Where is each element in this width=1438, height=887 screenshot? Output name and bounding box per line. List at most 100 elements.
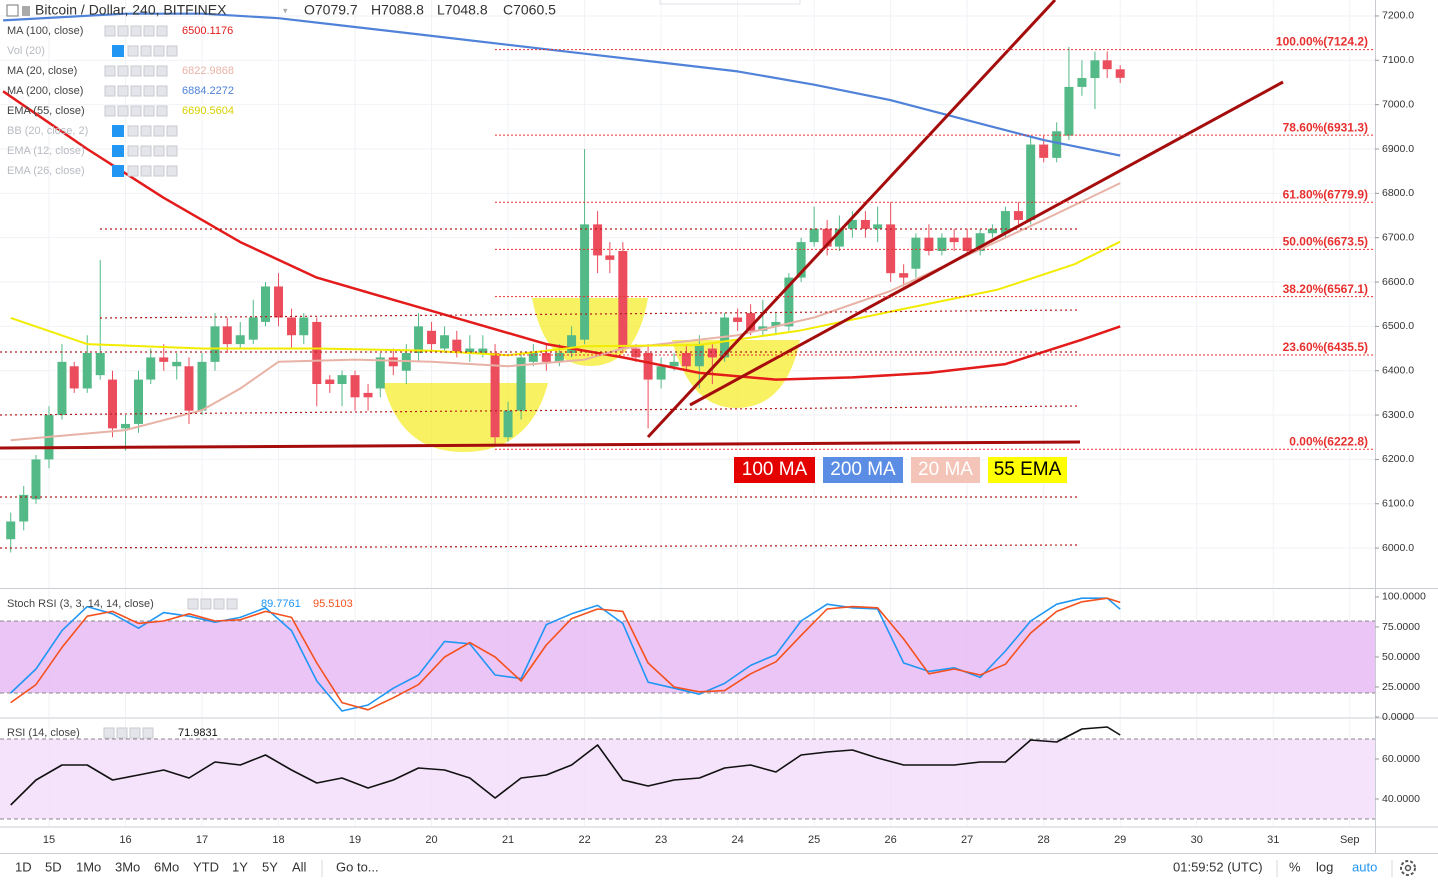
x-tick-label: 28 bbox=[1038, 834, 1050, 846]
candle-body bbox=[31, 459, 41, 500]
legend-icon bbox=[153, 145, 165, 157]
legend-icon bbox=[166, 165, 178, 177]
candle-body bbox=[746, 313, 756, 331]
candle-body bbox=[554, 352, 564, 362]
candle-body bbox=[1077, 78, 1087, 87]
candle-body bbox=[809, 228, 819, 243]
goto-button[interactable]: Go to... bbox=[336, 859, 379, 874]
ohlc-close: C7060.5 bbox=[503, 2, 556, 18]
range-button[interactable]: 1D bbox=[15, 859, 32, 874]
candle-body bbox=[248, 317, 258, 340]
fib-label: 23.60%(6435.5) bbox=[1283, 340, 1368, 354]
x-tick-label: 31 bbox=[1267, 834, 1279, 846]
range-button[interactable]: 5D bbox=[45, 859, 62, 874]
candle-body bbox=[261, 286, 271, 322]
fib-label: 78.60%(6931.3) bbox=[1283, 120, 1368, 134]
x-tick-label: 24 bbox=[731, 834, 743, 846]
indicator-line bbox=[10, 597, 1121, 711]
indicator-name: MA (20, close) bbox=[7, 65, 77, 77]
visibility-toggle[interactable] bbox=[112, 165, 124, 177]
x-tick-label: 23 bbox=[655, 834, 667, 846]
level-line bbox=[99, 309, 1081, 319]
candle-body bbox=[184, 366, 194, 411]
legend-icon bbox=[127, 165, 139, 177]
log-toggle[interactable]: log bbox=[1316, 859, 1333, 874]
range-button[interactable]: 1Mo bbox=[76, 859, 101, 874]
percent-toggle[interactable]: % bbox=[1289, 859, 1301, 874]
y-tick-label: 7200.0 bbox=[1382, 10, 1414, 22]
legend-icon bbox=[117, 85, 129, 97]
y-tick-label: 6900.0 bbox=[1382, 143, 1414, 155]
legend-icon bbox=[153, 165, 165, 177]
symbol-title: Bitcoin / Dollar, 240, BITFINEX bbox=[35, 2, 227, 18]
indicator-value: 6500.1176 bbox=[182, 25, 233, 37]
visibility-toggle[interactable] bbox=[112, 45, 124, 57]
range-button[interactable]: 5Y bbox=[262, 859, 278, 874]
candle-body bbox=[911, 237, 921, 269]
symbol-icon bbox=[22, 6, 30, 16]
candle-body bbox=[427, 330, 437, 345]
y-tick-label: 6600.0 bbox=[1382, 276, 1414, 288]
fib-label: 100.00%(7124.2) bbox=[1276, 35, 1368, 49]
range-button[interactable]: YTD bbox=[193, 859, 219, 874]
candle-body bbox=[886, 224, 896, 274]
candle-body bbox=[784, 277, 794, 327]
legend-icon bbox=[130, 25, 142, 37]
legend-icon bbox=[187, 598, 199, 610]
candle-body bbox=[1102, 60, 1112, 70]
y-tick-label: 7000.0 bbox=[1382, 98, 1414, 110]
ohlc-high: H7088.8 bbox=[371, 2, 424, 18]
candle-body bbox=[618, 250, 628, 349]
drawings-over: 100.00%(7124.2) 78.60%(6931.3) 61.80%(6779… bbox=[0, 0, 1375, 549]
candle-body bbox=[146, 357, 156, 380]
x-tick-label: 29 bbox=[1114, 834, 1126, 846]
legend-icon bbox=[117, 25, 129, 37]
y-tick-label: 6700.0 bbox=[1382, 231, 1414, 243]
visibility-toggle[interactable] bbox=[112, 125, 124, 137]
candle-body bbox=[707, 348, 717, 358]
candle-body bbox=[465, 348, 475, 353]
indicator-line bbox=[10, 240, 1121, 357]
label-text: 100 MA bbox=[742, 459, 808, 480]
candle-body bbox=[681, 352, 691, 367]
range-button[interactable]: 6Mo bbox=[154, 859, 179, 874]
range-button[interactable]: 1Y bbox=[232, 859, 248, 874]
candle-body bbox=[975, 233, 985, 251]
level-line bbox=[0, 544, 1081, 549]
legend-icon bbox=[166, 45, 178, 57]
candle-body bbox=[631, 348, 641, 358]
candle-body bbox=[1013, 211, 1023, 220]
candle-body bbox=[274, 286, 284, 318]
candle-body bbox=[580, 224, 590, 340]
legend-icon bbox=[130, 85, 142, 97]
legend-icon bbox=[142, 727, 154, 739]
x-tick-label: 18 bbox=[272, 834, 284, 846]
legend-icon bbox=[104, 65, 116, 77]
candle-body bbox=[899, 273, 909, 278]
x-tick-label: 30 bbox=[1191, 834, 1203, 846]
y-tick-label: 40.0000 bbox=[1382, 793, 1420, 805]
settings-button[interactable] bbox=[1400, 860, 1416, 876]
candle-body bbox=[312, 321, 322, 385]
label-box bbox=[823, 457, 903, 483]
bottom-toolbar: 1D 5D 1Mo 3Mo 6Mo YTD 1Y 5Y All Go to...… bbox=[15, 859, 1416, 877]
range-button[interactable]: 3Mo bbox=[115, 859, 140, 874]
x-tick-label: 22 bbox=[578, 834, 590, 846]
candle-body bbox=[1064, 86, 1074, 136]
dropdown-arrow[interactable]: ▾ bbox=[283, 5, 288, 15]
x-tick-label: 21 bbox=[502, 834, 514, 846]
legend-icon bbox=[117, 105, 129, 117]
legend-icon bbox=[130, 105, 142, 117]
indicator-value: 95.5103 bbox=[313, 598, 353, 610]
indicator-name-hidden: EMA (12, close) bbox=[7, 145, 85, 157]
legend-icon bbox=[103, 727, 115, 739]
candle-body bbox=[822, 228, 832, 247]
collapse-icon[interactable] bbox=[6, 4, 19, 17]
auto-toggle[interactable]: auto bbox=[1352, 859, 1377, 874]
range-button[interactable]: All bbox=[292, 859, 307, 874]
visibility-toggle[interactable] bbox=[112, 145, 124, 157]
candle-body bbox=[375, 357, 385, 389]
fib-label: 61.80%(6779.9) bbox=[1283, 187, 1368, 201]
legend-icon bbox=[127, 145, 139, 157]
